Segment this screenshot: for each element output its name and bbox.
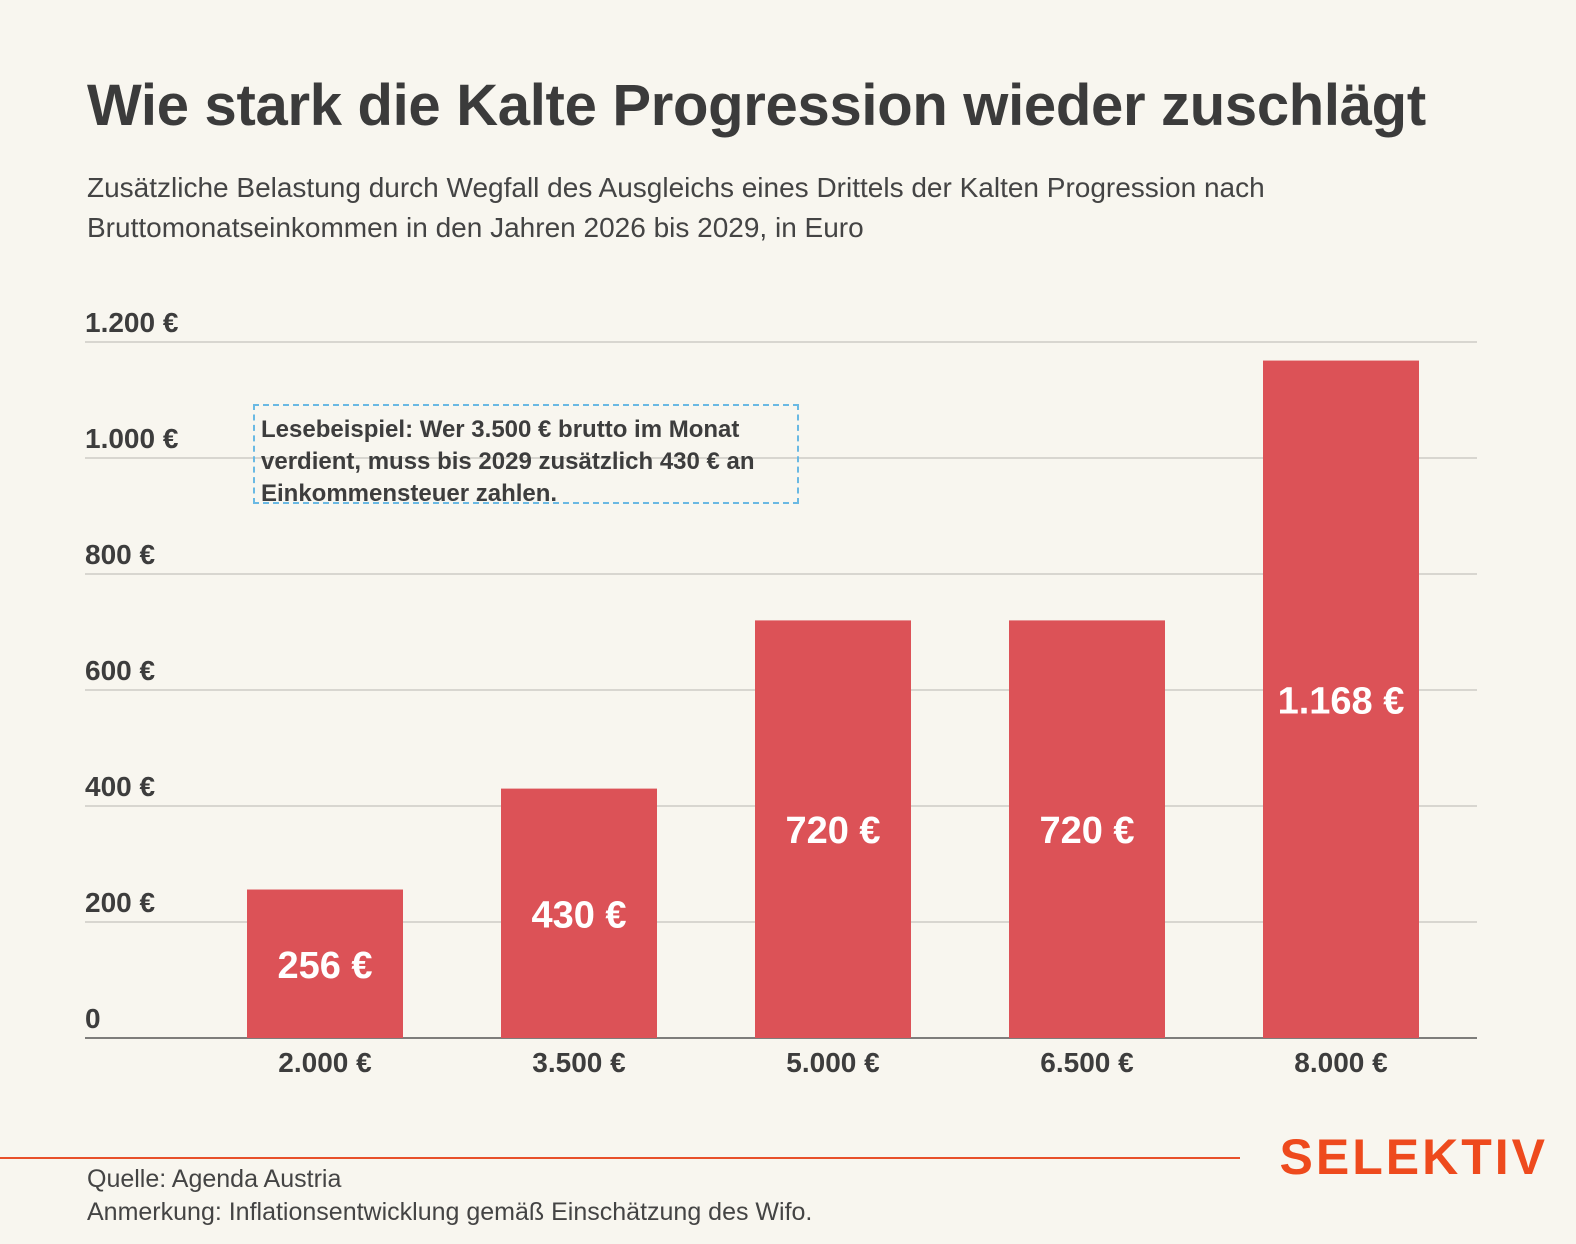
- bar: [247, 889, 403, 1038]
- brand-logo: SELEKTIV: [1279, 1129, 1548, 1185]
- chart-subtitle: Zusätzliche Belastung durch Wegfall des …: [87, 172, 1265, 243]
- bar-value-label: 720 €: [1039, 810, 1134, 852]
- bar-value-label: 720 €: [785, 810, 880, 852]
- x-tick-label: 6.500 €: [1040, 1047, 1134, 1078]
- x-tick-label: 8.000 €: [1294, 1047, 1388, 1078]
- source-note: Quelle: Agenda Austria: [87, 1165, 342, 1193]
- bar-value-label: 256 €: [277, 945, 372, 987]
- annotation-note: Anmerkung: Inflationsentwicklung gemäß E…: [87, 1198, 813, 1226]
- x-tick-label: 3.500 €: [532, 1047, 626, 1078]
- bar: [501, 788, 657, 1038]
- y-tick-label: 0: [85, 1003, 101, 1034]
- y-tick-label: 200 €: [85, 887, 155, 918]
- reading-example-annotation: Lesebeispiel: Wer 3.500 € brutto im Mona…: [253, 404, 799, 507]
- bar: [1009, 620, 1165, 1038]
- x-tick-label: 5.000 €: [786, 1047, 880, 1078]
- bar: [755, 620, 911, 1038]
- y-tick-label: 600 €: [85, 655, 155, 686]
- footer-divider: [0, 1157, 1240, 1159]
- x-tick-label: 2.000 €: [278, 1047, 372, 1078]
- y-tick-label: 1.000 €: [85, 423, 179, 454]
- footer: Quelle: Agenda Austria Anmerkung: Inflat…: [87, 1163, 812, 1229]
- y-tick-label: 1.200 €: [85, 307, 179, 338]
- bar: [1263, 360, 1419, 1038]
- y-tick-label: 800 €: [85, 539, 155, 570]
- bar-value-label: 430 €: [531, 894, 626, 936]
- bar-chart: 0 200 € 400 € 600 € 800 € 1.000 € 1.200 € 256 €…: [85, 307, 1477, 1078]
- chart-title: Wie stark die Kalte Progression wieder z…: [87, 73, 1426, 138]
- bar-value-label: 1.168 €: [1278, 680, 1405, 722]
- y-tick-label: 400 €: [85, 771, 155, 802]
